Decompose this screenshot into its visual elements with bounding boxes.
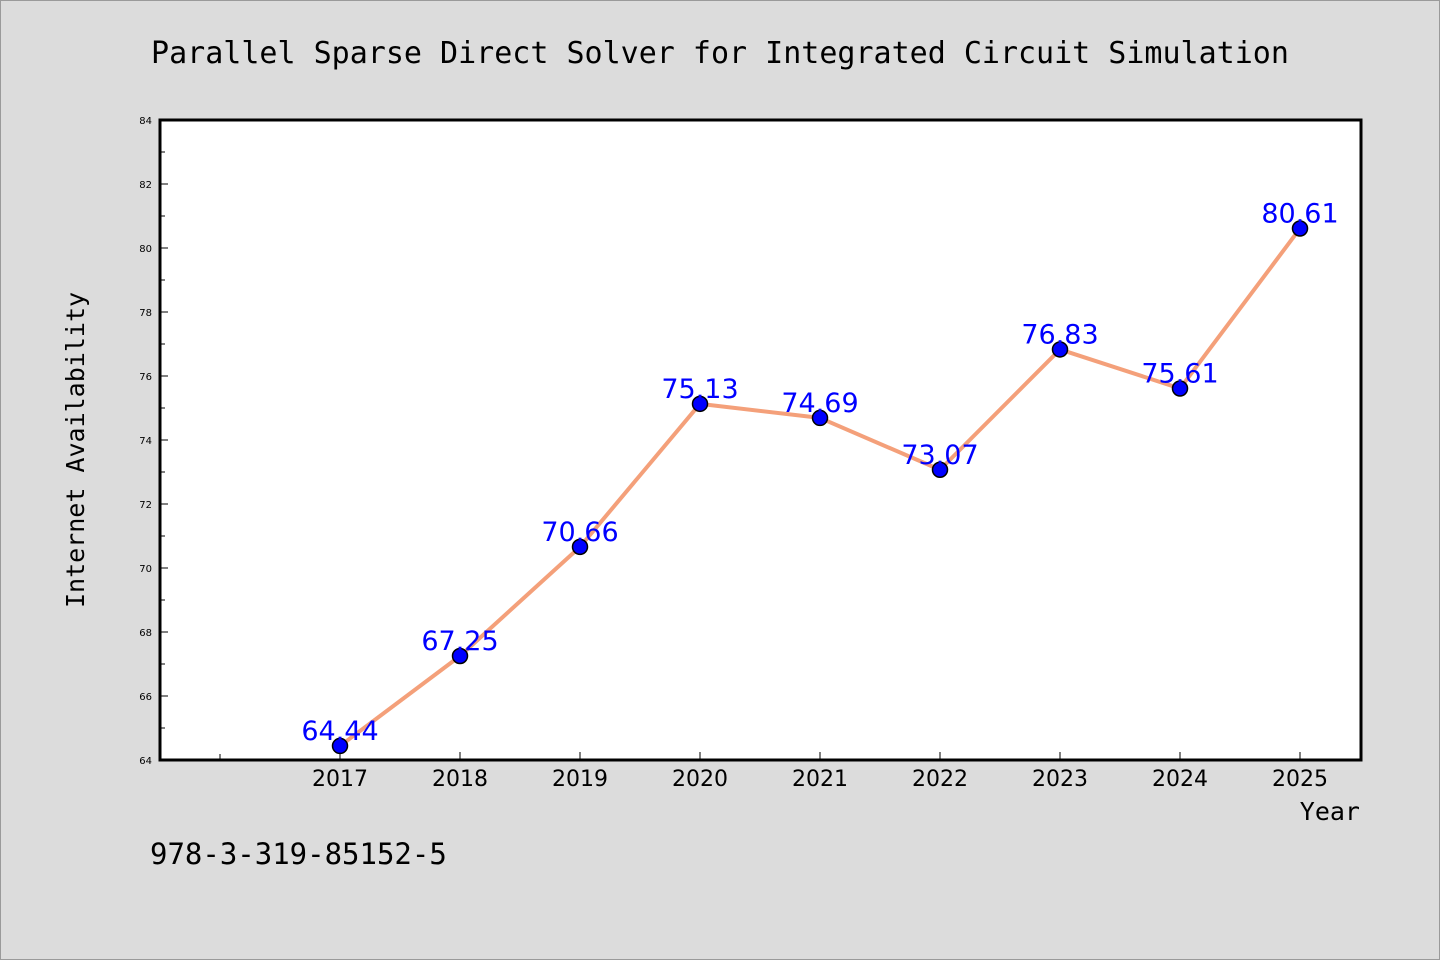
data-point [811, 409, 829, 427]
y-tick-label: 68 [139, 628, 152, 639]
data-label: 64.44 [301, 716, 378, 747]
y-tick-label: 72 [139, 500, 152, 511]
x-tick-label: 2023 [1032, 767, 1088, 792]
x-tick-label: 2021 [792, 767, 848, 792]
data-label: 75.61 [1141, 358, 1218, 389]
chart-title: Parallel Sparse Direct Solver for Integr… [151, 36, 1289, 71]
data-label: 80.61 [1261, 198, 1338, 229]
y-tick-label: 80 [139, 244, 152, 255]
data-point [1291, 220, 1309, 237]
x-tick-label: 2022 [912, 767, 968, 792]
y-axis-ticks: 64 66 68 70 72 74 76 78 80 82 84 [139, 116, 168, 767]
y-axis-label: Internet Availability [61, 292, 90, 608]
x-tick-label: 2018 [432, 767, 488, 792]
data-point [571, 538, 589, 556]
data-markers [331, 220, 1309, 755]
y-tick-label: 66 [139, 692, 152, 703]
x-tick-label: 2019 [552, 767, 608, 792]
data-label: 73.07 [901, 440, 978, 471]
x-tick-label: 2020 [672, 767, 728, 792]
y-tick-label: 70 [139, 564, 152, 575]
x-axis-ticks: 2017 2018 2019 2020 2021 2022 2023 2024 2025 [219, 752, 1328, 792]
data-labels: 64.44 67.25 70.66 75.13 74.69 73.07 76.83 75.61… [301, 198, 1338, 746]
data-point [331, 737, 349, 755]
data-label: 74.69 [781, 388, 858, 419]
data-label: 76.83 [1021, 319, 1098, 350]
plot-area [158, 118, 1363, 762]
data-point [691, 395, 709, 413]
isbn-text: 978-3-319-85152-5 [150, 837, 447, 871]
x-tick-label: 2025 [1272, 767, 1328, 792]
x-tick-label: 2024 [1152, 767, 1208, 792]
data-point [1051, 341, 1069, 358]
data-label: 70.66 [541, 517, 618, 548]
y-tick-label: 74 [139, 436, 152, 447]
y-tick-label: 82 [139, 180, 152, 191]
y-tick-label: 76 [139, 372, 152, 383]
y-tick-label: 64 [139, 756, 152, 767]
y-tick-label: 78 [139, 308, 152, 319]
data-label: 75.13 [661, 374, 738, 405]
x-tick-label: 2017 [312, 767, 368, 792]
data-point [451, 647, 469, 665]
data-label: 67.25 [421, 626, 498, 657]
data-point [931, 461, 949, 479]
y-tick-label: 84 [139, 116, 152, 127]
x-axis-label: Year [1300, 797, 1360, 826]
data-point [1171, 380, 1189, 397]
